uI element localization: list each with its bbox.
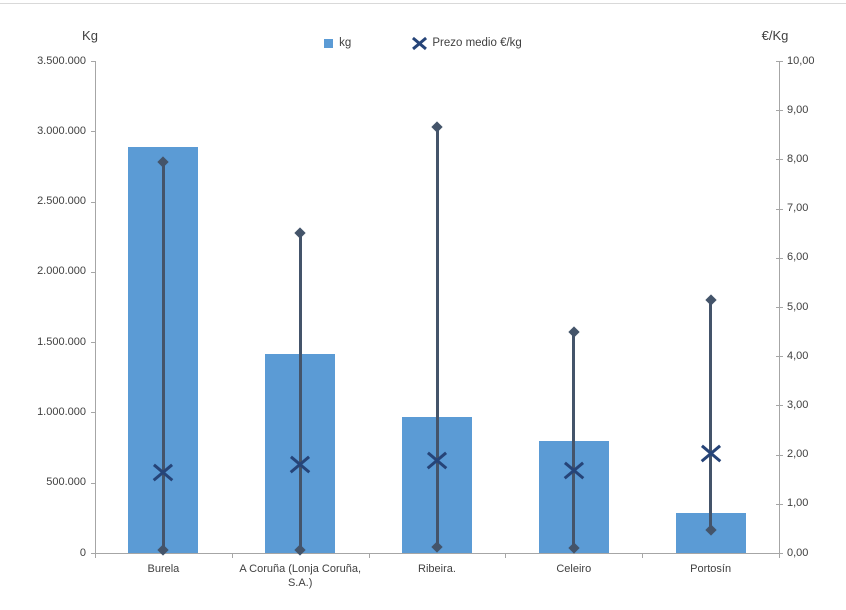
y-axis-right-tick-label: 4,00 (787, 349, 809, 362)
x-axis-tick (779, 553, 780, 558)
y-axis-right-tick-label: 5,00 (787, 300, 809, 313)
y-axis-left-tick (91, 61, 95, 62)
category-label: Celeiro (556, 563, 592, 575)
left-axis-title: Kg (82, 28, 98, 43)
legend-prezo-label: Prezo medio €/kg (432, 37, 522, 49)
avg-price-x-marker-icon (154, 465, 173, 481)
y-axis-left-tick (91, 553, 95, 554)
price-range-line (298, 233, 302, 551)
avg-price-x-marker-icon (428, 453, 447, 469)
y-axis-left-tick-label: 1.500.000 (37, 335, 86, 348)
y-axis-right-tick-label: 0,00 (787, 546, 809, 559)
legend-kg-label: kg (339, 37, 352, 49)
avg-price-x-marker-icon (701, 446, 720, 462)
y-axis-right-tick-label: 1,00 (787, 497, 809, 510)
y-axis-right-tick (776, 208, 783, 210)
y-axis-left-tick (91, 201, 95, 203)
y-axis-right-tick (776, 454, 783, 456)
y-axis-left-tick (91, 271, 95, 273)
price-range-line (709, 299, 713, 530)
category-label: Portosín (690, 563, 732, 575)
y-axis-right-tick (776, 307, 783, 308)
y-axis-right-tick (776, 61, 783, 62)
y-axis-right-tick-label: 3,00 (787, 398, 809, 411)
y-axis-right-tick-label: 10,00 (787, 54, 815, 67)
price-range-line (161, 161, 165, 551)
y-axis-left-tick (91, 412, 95, 414)
y-axis-right-tick (776, 405, 783, 407)
avg-price-x-marker-icon (291, 457, 310, 473)
y-axis-right-tick (776, 503, 783, 505)
category-label: Ribeira. (418, 563, 456, 575)
chart-top-border (0, 3, 846, 4)
y-axis-left-tick (91, 131, 95, 133)
y-axis-left-tick-label: 0 (79, 546, 86, 559)
y-axis-right-tick (776, 110, 783, 112)
y-axis-left-tick-label: 3.500.000 (37, 54, 86, 67)
price-range-max-diamond-icon (704, 293, 717, 306)
y-axis-right-tick-label: 7,00 (787, 202, 809, 215)
x-axis-tick (231, 553, 233, 558)
y-axis-left-tick-label: 1.000.000 (37, 405, 86, 418)
y-axis-right-tick-label: 9,00 (787, 103, 809, 116)
y-axis-left-tick-label: 3.000.000 (37, 124, 86, 137)
price-range-max-diamond-icon (294, 227, 306, 239)
y-axis-left-tick-label: 2.500.000 (37, 195, 86, 208)
legend-item-kg: kg (324, 37, 351, 49)
right-axis-title: €/Kg (761, 28, 789, 43)
y-axis-right-tick-label: 6,00 (787, 251, 809, 264)
x-axis-tick (642, 553, 644, 558)
y-axis-left-tick-label: 500.000 (46, 476, 86, 489)
legend: kg Prezo medio €/kg (0, 37, 846, 49)
x-axis-tick (368, 553, 370, 558)
y-axis-left-tick (91, 342, 95, 344)
x-axis-tick (505, 553, 507, 558)
category-label: Burela (147, 563, 180, 575)
y-axis-left-tick-label: 2.000.000 (37, 265, 86, 278)
y-axis-right-tick-label: 2,00 (787, 448, 809, 461)
price-range-max-diamond-icon (568, 325, 580, 338)
y-axis-right-tick (776, 257, 783, 259)
price-range-max-diamond-icon (431, 121, 443, 134)
legend-item-prezo-medio: Prezo medio €/kg (413, 37, 522, 49)
y-axis-right-tick (776, 159, 783, 161)
x-axis-line (95, 553, 780, 554)
y-axis-right-tick (776, 356, 783, 358)
category-label: A Coruña (Lonja Coruña, S.A.) (239, 563, 362, 589)
y-axis-left-line (95, 61, 96, 553)
price-range-line (435, 127, 439, 548)
y-axis-right-tick-label: 8,00 (787, 152, 809, 165)
x-axis-tick (95, 553, 96, 558)
x-marker-icon (413, 38, 426, 49)
y-axis-left-tick (91, 482, 95, 484)
avg-price-x-marker-icon (564, 463, 583, 479)
price-range-line (572, 331, 576, 549)
kg-square-icon (324, 38, 334, 48)
